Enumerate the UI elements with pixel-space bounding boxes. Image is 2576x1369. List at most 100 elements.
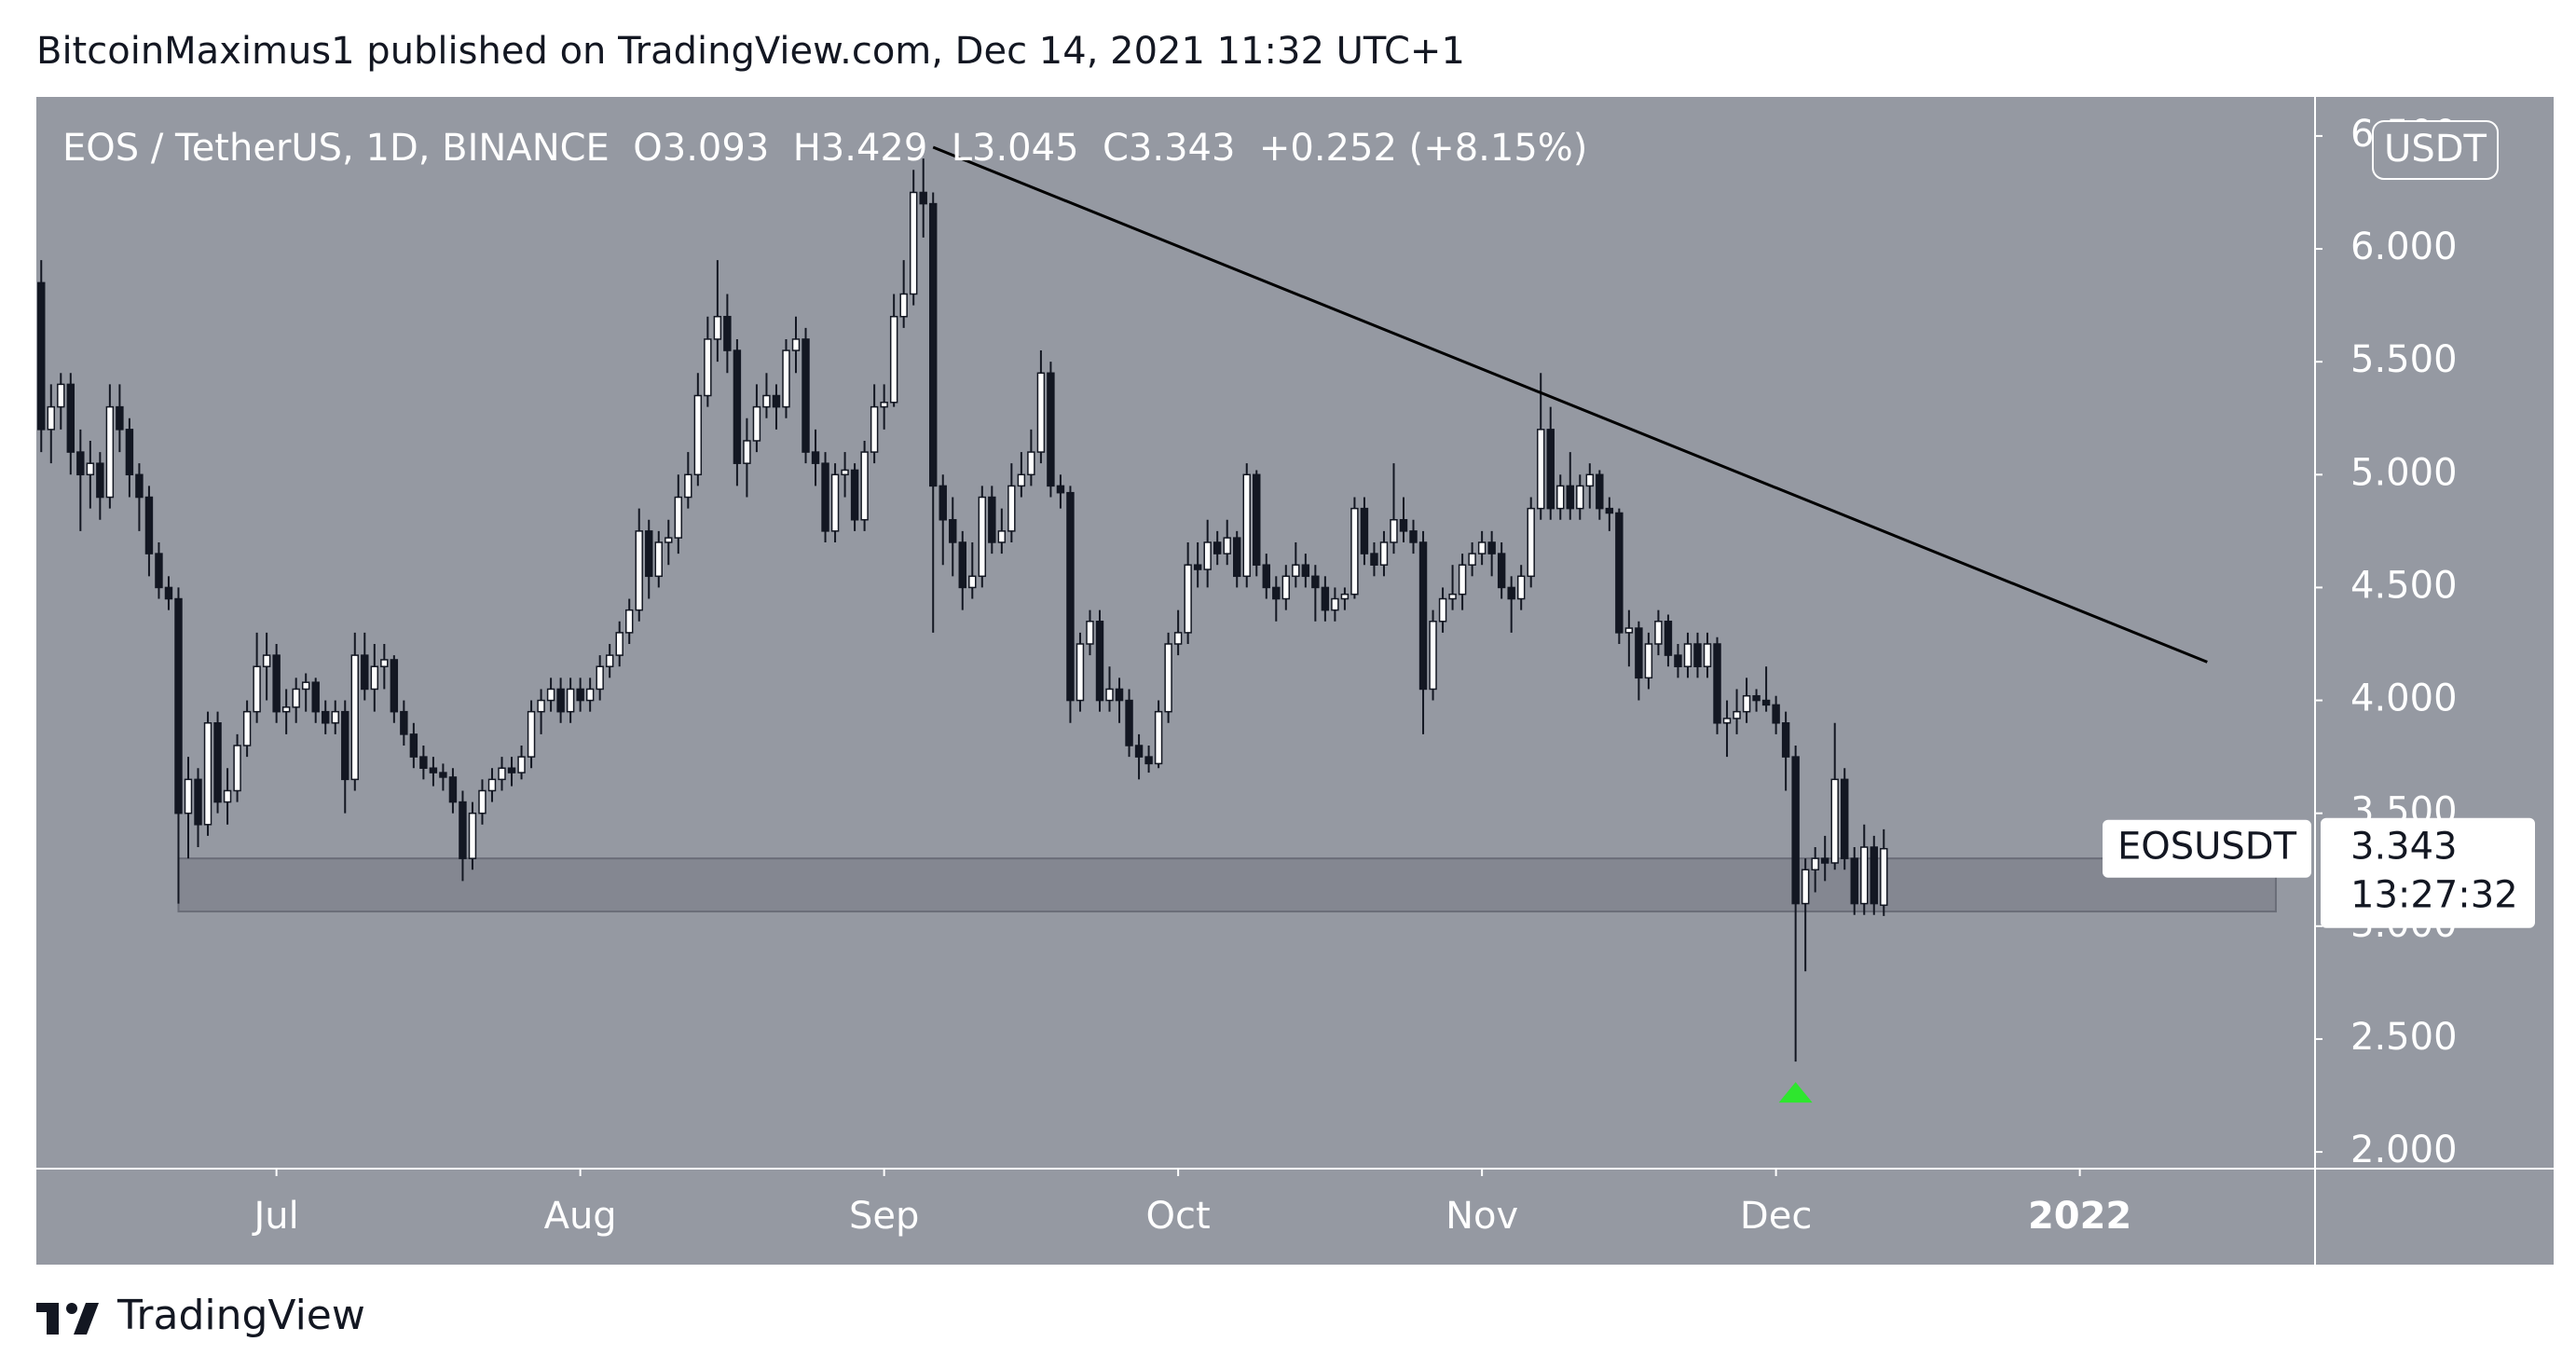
candle-body [272, 654, 281, 713]
candle-body [870, 405, 879, 453]
candle-body [135, 473, 144, 499]
candle-body [400, 710, 408, 735]
candle-body [684, 473, 692, 499]
candle-body [1801, 869, 1810, 905]
candle-body [203, 722, 212, 826]
footer-brand: TradingView [116, 1292, 365, 1339]
candle-body [1262, 564, 1270, 589]
candle-body [1292, 564, 1300, 578]
candle-body [723, 315, 732, 351]
candle-body [752, 405, 761, 442]
candle-body [419, 756, 428, 769]
candle-body [1429, 621, 1437, 691]
last-price-box [2321, 817, 2535, 928]
candle-body [1742, 694, 1751, 713]
bar-countdown: 13:27:32 [2350, 874, 2518, 917]
y-tick-label: 6.000 [2350, 226, 2458, 268]
candle-body [409, 733, 418, 758]
candle-body [645, 530, 653, 578]
candle-body [596, 665, 604, 691]
candle-body [1624, 627, 1634, 634]
candle-body [1184, 564, 1192, 634]
legend-low: L3.045 [952, 127, 1079, 170]
candle-body [1772, 704, 1780, 724]
chart-background [36, 97, 2554, 1265]
symbol-tag-label: EOSUSDT [2117, 826, 2297, 869]
candle-body [1379, 541, 1389, 566]
candle-body [576, 688, 584, 702]
candle-body [242, 710, 252, 746]
candle-body [605, 654, 614, 667]
candle-body [1507, 586, 1515, 600]
currency-box[interactable] [2372, 120, 2499, 180]
candle-body [213, 722, 222, 803]
plot-area [37, 145, 2277, 1103]
candle-body [693, 394, 703, 476]
candle-body [1722, 718, 1732, 724]
logo-part [47, 1303, 59, 1335]
candle-body [1566, 485, 1574, 510]
candle-body [144, 496, 154, 554]
candle-body [1301, 564, 1310, 578]
candle-body [899, 293, 908, 318]
candle-body [341, 710, 349, 781]
candle-body [1007, 485, 1016, 532]
candle-body [1791, 756, 1800, 905]
candle-body [527, 710, 536, 758]
candle-body [507, 767, 516, 773]
chart-frame [36, 97, 2554, 1265]
candle-body [1556, 485, 1565, 510]
candle-body [1596, 473, 1604, 510]
legend-change: +0.252 [1259, 127, 1397, 170]
candle-body [821, 462, 829, 532]
candle-body [1360, 507, 1369, 554]
candle-body [1095, 621, 1104, 702]
candle-body [1056, 485, 1065, 494]
candle-body [811, 451, 820, 464]
candle-body [331, 710, 339, 724]
trendline [932, 145, 2208, 664]
candle-body [1418, 541, 1428, 691]
candle-body [1340, 593, 1350, 600]
x-tick-label: Sep [849, 1195, 919, 1238]
candle-body [1752, 694, 1761, 702]
candle-body [1105, 688, 1114, 702]
candle-body [322, 710, 330, 724]
candle-body [1880, 847, 1888, 907]
candle-body [929, 202, 938, 487]
signal-marker [1778, 1082, 1813, 1103]
candle-body [1811, 857, 1819, 871]
candle-body [1585, 473, 1595, 487]
candle-body [429, 767, 438, 773]
candle-body [1066, 491, 1075, 702]
legend-symbol: EOS / TetherUS, 1D, BINANCE [62, 127, 610, 170]
currency-label[interactable]: USDT [2384, 128, 2487, 171]
candle-body [1713, 643, 1721, 724]
candle-body [184, 778, 193, 815]
legend-close: C3.343 [1103, 127, 1235, 170]
candle-body [802, 338, 810, 453]
candle-body [1253, 473, 1261, 566]
candle-body [125, 429, 134, 476]
last-price: 3.343 [2350, 826, 2458, 869]
tradingview-logo [36, 1303, 99, 1335]
candle-body [1017, 473, 1026, 487]
candle-body [1173, 632, 1183, 645]
symbol-tag [2103, 819, 2311, 878]
candle-body [1644, 643, 1653, 679]
candle-body [1409, 530, 1418, 543]
legend-high: H3.429 [793, 127, 928, 170]
candle-body [478, 789, 486, 815]
candle-body [223, 789, 232, 803]
candle-body [654, 541, 663, 578]
candle-body [830, 473, 840, 532]
candle-body [1154, 710, 1163, 765]
candle-body [311, 681, 320, 713]
candle-body [1370, 553, 1378, 566]
candle-body [733, 349, 742, 464]
candle-body [1086, 621, 1094, 645]
candle-body [350, 654, 359, 781]
candle-body [468, 812, 477, 859]
candle-body [1605, 507, 1614, 514]
